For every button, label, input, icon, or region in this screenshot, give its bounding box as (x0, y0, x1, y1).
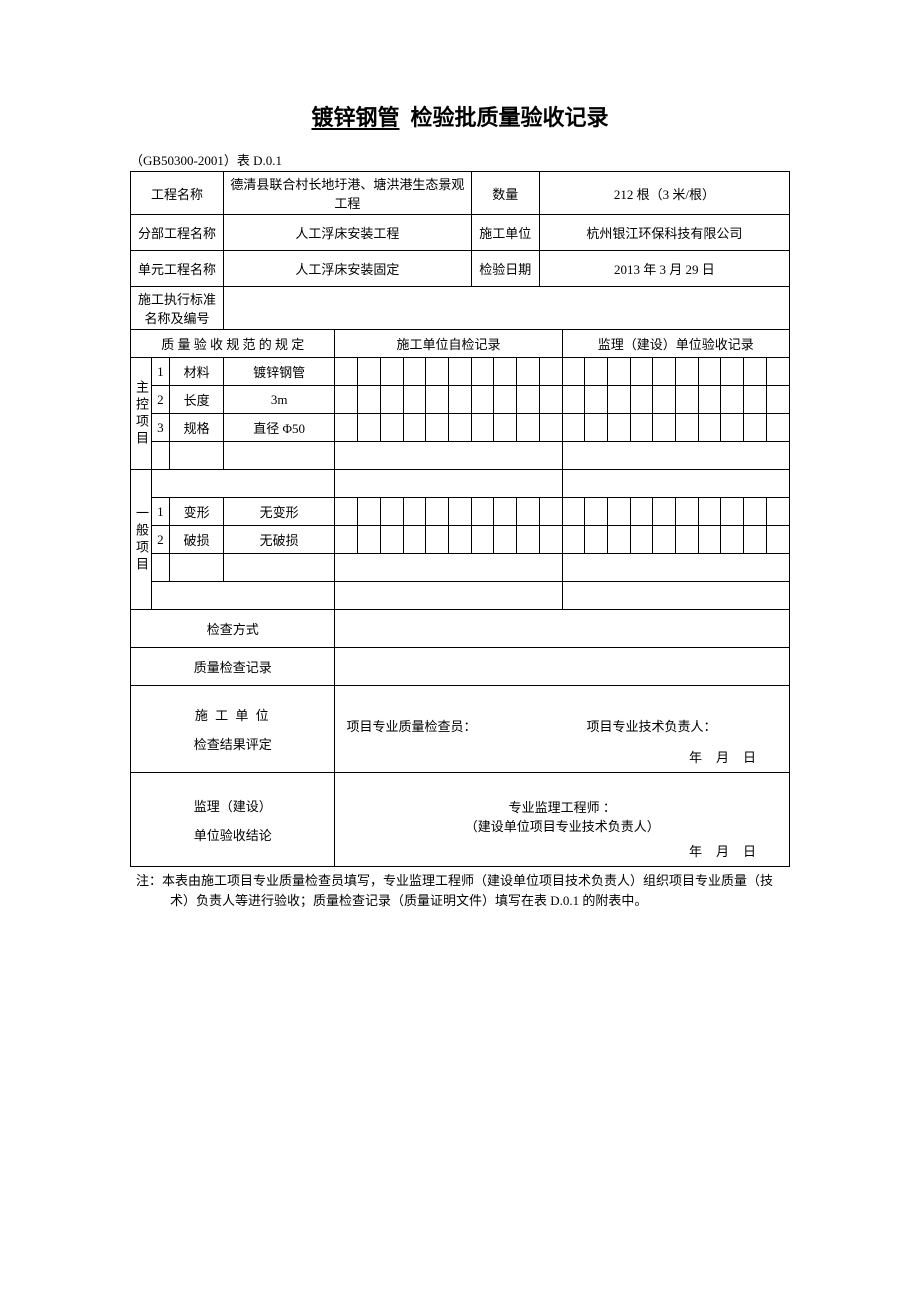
sig1-inspector: 项目专业质量检查员： (346, 716, 476, 735)
sig2-label: 监理（建设） 单位验收结论 (131, 773, 335, 867)
check-record-value (335, 648, 790, 686)
footnote: 注：本表由施工项目专业质量检查员填写，专业监理工程师（建设单位项目技术负责人）组… (130, 867, 790, 910)
element-label: 单元工程名称 (131, 251, 224, 287)
gen-blank-idx (151, 554, 170, 582)
section-label: 分部工程名称 (131, 215, 224, 251)
main-idx-2: 2 (151, 386, 170, 414)
title-prefix: 镀锌钢管 (311, 105, 399, 130)
main-name-2: 长度 (170, 386, 224, 414)
std-label: 施工执行标准 名称及编号 (131, 287, 224, 330)
main-name-1: 材料 (170, 358, 224, 386)
gen-val-2: 无破损 (223, 526, 335, 554)
element-name: 人工浮床安装固定 (223, 251, 471, 287)
project-name-label: 工程名称 (131, 172, 224, 215)
unit-label: 施工单位 (471, 215, 539, 251)
main-val-2: 3m (223, 386, 335, 414)
sig1-content: 项目专业质量检查员： 项目专业技术负责人： 年月日 (335, 686, 790, 773)
gen-name-2: 破损 (170, 526, 224, 554)
sig1-label2: 检查结果评定 (132, 734, 333, 753)
quantity-label: 数量 (471, 172, 539, 215)
std-label-2: 名称及编号 (132, 308, 222, 327)
sig1-date: 年月日 (336, 741, 788, 770)
inspection-table: 工程名称 德清县联合村长地圩港、塘洪港生态景观工程 数量 212 根（3 米/根… (130, 171, 790, 867)
gen-blank-name (170, 554, 224, 582)
gen-blank-val (223, 554, 335, 582)
check-method-label: 检查方式 (131, 610, 335, 648)
main-blank-name (170, 442, 224, 470)
sig1-label1: 施 工 单 位 (132, 705, 333, 724)
main-idx-3: 3 (151, 414, 170, 442)
general-group-label: 一般项目 (131, 470, 152, 610)
main-group-label: 主控项目 (131, 358, 152, 470)
main-val-1: 镀锌钢管 (223, 358, 335, 386)
gen-idx-1: 1 (151, 498, 170, 526)
std-value (223, 287, 789, 330)
inspection-date: 2013 年 3 月 29 日 (539, 251, 789, 287)
sig2-label1: 监理（建设） (132, 796, 333, 815)
gen-name-1: 变形 (170, 498, 224, 526)
main-blank-idx (151, 442, 170, 470)
check-record-label: 质量检查记录 (131, 648, 335, 686)
main-blank-val (223, 442, 335, 470)
subtitle: （GB50300-2001）表 D.0.1 (130, 150, 790, 169)
sig2-label2: 单位验收结论 (132, 825, 333, 844)
gen-blank-row (151, 582, 335, 610)
col-self: 施工单位自检记录 (335, 330, 562, 358)
check-method-value (335, 610, 790, 648)
col-super: 监理（建设）单位验收记录 (562, 330, 789, 358)
main-idx-1: 1 (151, 358, 170, 386)
sig2-content: 专业监理工程师 ： （建设单位项目专业技术负责人） 年月日 (335, 773, 790, 867)
sig2-eng: 专业监理工程师 ： (336, 797, 788, 816)
sig2-date: 年月日 (336, 835, 788, 864)
main-name-3: 规格 (170, 414, 224, 442)
page-title: 镀锌钢管 检验批质量验收记录 (130, 100, 790, 132)
section-name: 人工浮床安装工程 (223, 215, 471, 251)
std-label-1: 施工执行标准 (132, 289, 222, 308)
unit-name: 杭州银江环保科技有限公司 (539, 215, 789, 251)
quantity: 212 根（3 米/根） (539, 172, 789, 215)
col-spec: 质 量 验 收 规 范 的 规 定 (131, 330, 335, 358)
sig1-tech: 项目专业技术负责人： (586, 716, 716, 735)
project-name: 德清县联合村长地圩港、塘洪港生态景观工程 (223, 172, 471, 215)
date-label: 检验日期 (471, 251, 539, 287)
general-gap (151, 470, 335, 498)
sig1-label: 施 工 单 位 检查结果评定 (131, 686, 335, 773)
title-suffix: 检验批质量验收记录 (411, 105, 609, 130)
gen-idx-2: 2 (151, 526, 170, 554)
main-val-3: 直径 Φ50 (223, 414, 335, 442)
gen-val-1: 无变形 (223, 498, 335, 526)
sig2-owner: （建设单位项目专业技术负责人） (336, 816, 788, 835)
